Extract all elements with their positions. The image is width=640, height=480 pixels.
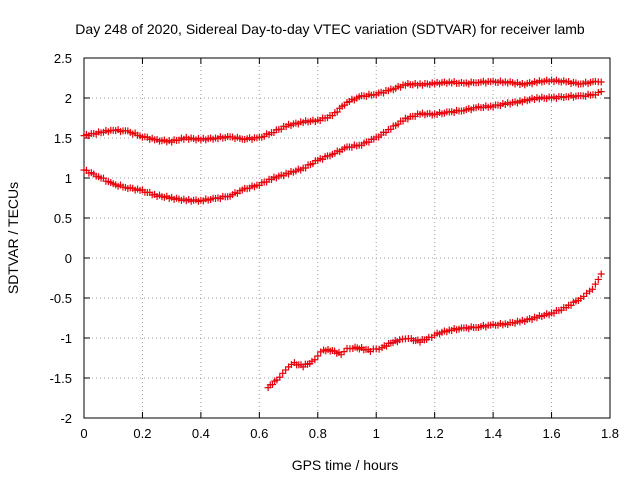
- data-point: [333, 108, 341, 116]
- data-point: [268, 381, 276, 389]
- data-points: [80, 76, 605, 392]
- data-point: [597, 270, 605, 278]
- y-tick-label: -1: [60, 331, 72, 346]
- y-tick-label: 0.5: [54, 211, 72, 226]
- data-point: [597, 88, 605, 96]
- x-tick-label: 1.8: [601, 426, 619, 441]
- data-point: [314, 352, 322, 360]
- y-tick-label: -2: [60, 411, 72, 426]
- y-tick-label: -1.5: [50, 371, 72, 386]
- data-point: [588, 285, 596, 293]
- series-series-2: [80, 88, 605, 205]
- x-tick-label: 0: [80, 426, 87, 441]
- data-point: [594, 275, 602, 283]
- grid: [84, 58, 610, 418]
- x-tick-label: 1.6: [543, 426, 561, 441]
- plot-frame: [83, 57, 611, 419]
- series-series-1: [80, 76, 605, 146]
- x-tick-label: 0.4: [192, 426, 210, 441]
- x-tick-label: 0.6: [250, 426, 268, 441]
- y-tick-label: 1: [65, 171, 72, 186]
- x-axis-title: GPS time / hours: [292, 457, 399, 473]
- data-point: [311, 356, 319, 364]
- data-point: [276, 373, 284, 381]
- data-point: [597, 78, 605, 86]
- x-tick-label: 1.2: [426, 426, 444, 441]
- x-tick-label: 0.2: [133, 426, 151, 441]
- axis-ticks: 0 0.2 0.4 0.6 0.8 1 1.2 1.4 1.6 1.8 -2 -1.5 -1 -0.5 0 0…: [50, 51, 619, 441]
- x-tick-label: 1: [373, 426, 380, 441]
- y-tick-label: -0.5: [50, 291, 72, 306]
- y-tick-label: 2: [65, 91, 72, 106]
- chart-title: Day 248 of 2020, Sidereal Day-to-day VTE…: [75, 21, 585, 37]
- data-point: [591, 280, 599, 288]
- x-tick-label: 0.8: [309, 426, 327, 441]
- y-axis-title: SDTVAR / TECUs: [5, 182, 21, 294]
- series-series-3: [264, 270, 605, 392]
- y-tick-label: 1.5: [54, 131, 72, 146]
- y-tick-label: 0: [65, 251, 72, 266]
- x-tick-label: 1.4: [484, 426, 502, 441]
- y-tick-label: 2.5: [54, 51, 72, 66]
